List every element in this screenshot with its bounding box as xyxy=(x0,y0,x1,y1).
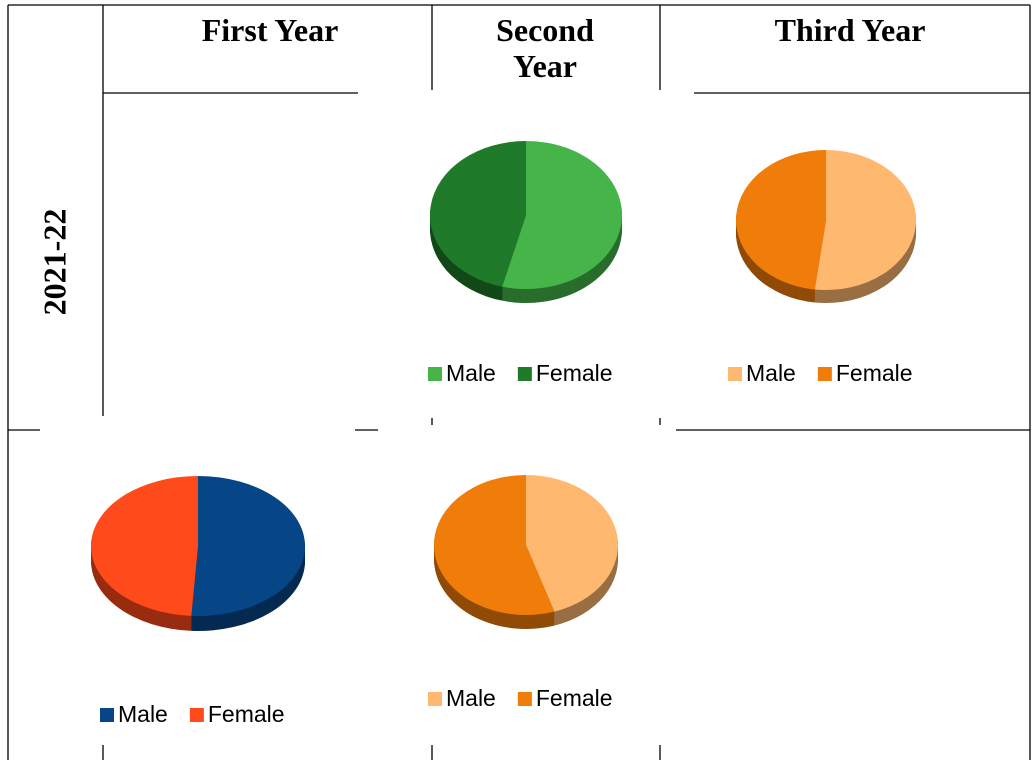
legend-label: Female xyxy=(836,360,913,386)
pie-slice xyxy=(814,150,916,290)
legend-label: Female xyxy=(536,685,613,711)
column-header: First Year xyxy=(201,12,339,48)
column-header: Second Year xyxy=(496,12,594,84)
legend-swatch xyxy=(428,692,442,706)
legend-swatch xyxy=(817,367,832,381)
column-header: Third Year xyxy=(774,12,926,48)
legend-swatch xyxy=(428,367,442,381)
legend-label: Male xyxy=(446,360,496,386)
legend-label: Female xyxy=(208,701,285,727)
pie-slice xyxy=(90,476,198,616)
pie-slice xyxy=(434,475,555,615)
legend-label: Female xyxy=(536,360,613,386)
legend-label: Male xyxy=(118,701,168,727)
pie-slice xyxy=(430,141,526,287)
legend-swatch xyxy=(728,367,742,381)
legend-swatch xyxy=(100,708,114,722)
legend-swatch xyxy=(517,367,532,381)
legend-swatch xyxy=(189,708,204,722)
row-label: 2021-22 xyxy=(36,208,73,316)
pie-slice xyxy=(526,475,619,612)
legend-swatch xyxy=(517,692,532,706)
pie-slice xyxy=(191,476,305,617)
pie-slice xyxy=(735,150,826,290)
pie-slice xyxy=(502,141,622,289)
legend-label: Male xyxy=(746,360,796,386)
legend-label: Male xyxy=(446,685,496,711)
